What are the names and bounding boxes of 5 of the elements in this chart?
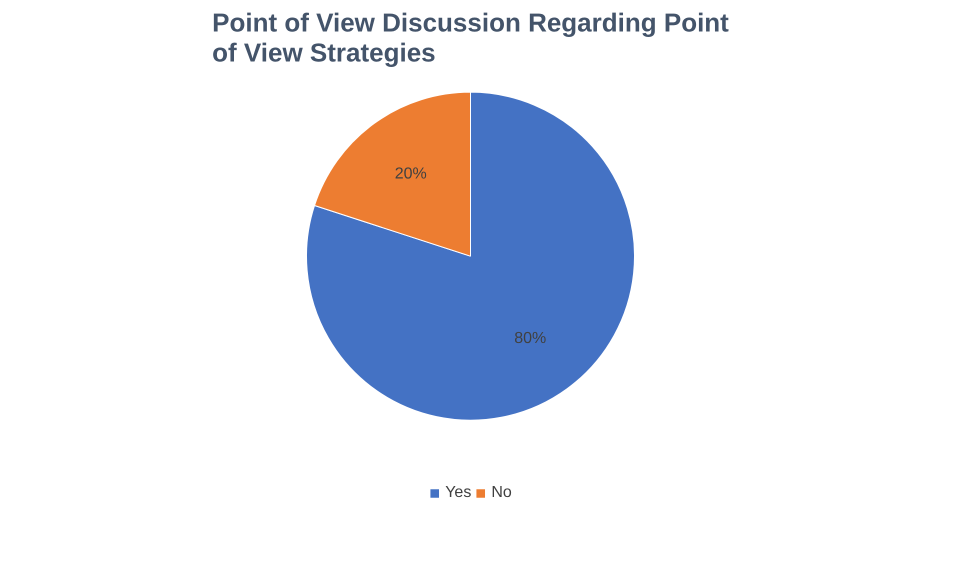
legend-label: No [491,484,512,502]
data-label: 80% [514,330,546,347]
data-label: 20% [394,165,427,182]
legend-label: Yes [445,484,472,502]
chart-title: Point of View Discussion Regarding Point of View Strategies [212,8,730,68]
